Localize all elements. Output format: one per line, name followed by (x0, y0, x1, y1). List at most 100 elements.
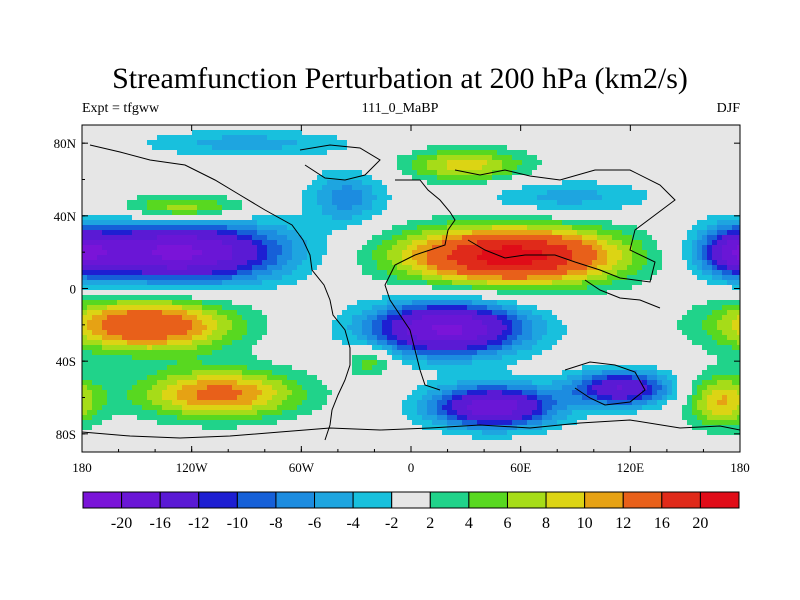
field-cell (182, 280, 188, 286)
field-cell (212, 225, 218, 231)
field-cell (347, 305, 353, 311)
field-cell (162, 190, 168, 196)
field-cell (227, 195, 233, 201)
field-cell (192, 285, 198, 291)
field-cell (497, 210, 503, 216)
field-cell (577, 300, 583, 306)
field-cell (327, 195, 333, 201)
field-cell (652, 295, 658, 301)
field-cell (707, 275, 713, 281)
field-cell (507, 190, 513, 196)
field-cell (727, 170, 733, 176)
field-cell (322, 300, 328, 306)
field-cell (307, 205, 313, 211)
field-cell (237, 265, 243, 271)
field-cell (442, 230, 448, 236)
field-cell (157, 235, 163, 241)
field-cell (187, 255, 193, 261)
field-cell (532, 155, 538, 161)
field-cell (647, 125, 653, 131)
field-cell (487, 200, 493, 206)
field-cell (617, 195, 623, 201)
field-cell (217, 200, 223, 206)
field-cell (222, 220, 228, 226)
field-cell (642, 180, 648, 186)
field-cell (637, 270, 643, 276)
field-cell (637, 135, 643, 141)
field-cell (592, 310, 598, 316)
field-cell (697, 240, 703, 246)
field-cell (637, 200, 643, 206)
field-cell (577, 180, 583, 186)
field-cell (607, 300, 613, 306)
field-cell (302, 150, 308, 156)
field-cell (252, 245, 258, 251)
field-cell (357, 195, 363, 201)
field-cell (82, 190, 88, 196)
field-cell (407, 150, 413, 156)
field-cell (182, 310, 188, 316)
field-cell (722, 245, 728, 251)
field-cell (632, 145, 638, 151)
field-cell (407, 290, 413, 296)
field-cell (702, 290, 708, 296)
field-cell (232, 230, 238, 236)
field-cell (627, 290, 633, 296)
field-cell (567, 185, 573, 191)
field-cell (142, 245, 148, 251)
field-cell (322, 130, 328, 136)
field-cell (427, 225, 433, 231)
field-cell (217, 205, 223, 211)
field-cell (202, 160, 208, 166)
field-cell (322, 140, 328, 146)
field-cell (247, 190, 253, 196)
field-cell (722, 160, 728, 166)
field-cell (332, 160, 338, 166)
field-cell (212, 245, 218, 251)
field-cell (367, 170, 373, 176)
field-cell (137, 270, 143, 276)
field-cell (277, 220, 283, 226)
field-cell (257, 145, 263, 151)
field-cell (207, 135, 213, 141)
field-cell (727, 130, 733, 136)
field-cell (532, 180, 538, 186)
field-cell (542, 270, 548, 276)
field-cell (307, 245, 313, 251)
field-cell (192, 170, 198, 176)
field-cell (142, 240, 148, 246)
field-cell (452, 135, 458, 141)
field-cell (637, 290, 643, 296)
field-cell (452, 140, 458, 146)
field-cell (267, 145, 273, 151)
field-cell (97, 170, 103, 176)
field-cell (297, 225, 303, 231)
field-cell (237, 280, 243, 286)
field-cell (577, 220, 583, 226)
field-cell (657, 265, 663, 271)
field-cell (687, 155, 693, 161)
field-cell (607, 215, 613, 221)
field-cell (657, 220, 663, 226)
field-cell (102, 175, 108, 181)
field-cell (332, 225, 338, 231)
field-cell (347, 155, 353, 161)
field-cell (727, 245, 733, 251)
field-cell (382, 230, 388, 236)
field-cell (387, 135, 393, 141)
field-cell (177, 175, 183, 181)
field-cell (487, 135, 493, 141)
field-cell (492, 170, 498, 176)
field-cell (442, 145, 448, 151)
field-cell (242, 240, 248, 246)
field-cell (237, 150, 243, 156)
field-cell (102, 210, 108, 216)
field-cell (337, 255, 343, 261)
field-cell (677, 280, 683, 286)
field-cell (442, 180, 448, 186)
field-cell (252, 200, 258, 206)
field-cell (452, 265, 458, 271)
field-cell (277, 195, 283, 201)
field-cell (732, 260, 738, 266)
field-cell (217, 270, 223, 276)
